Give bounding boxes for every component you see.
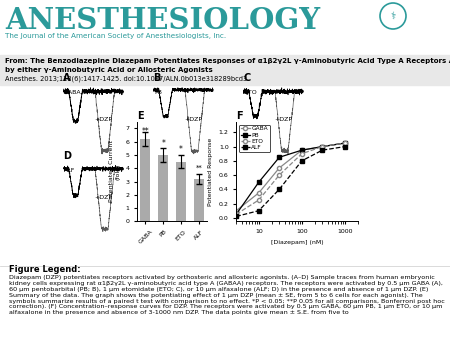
PB (320, 145, 325, 149)
GABA (277, 166, 282, 170)
Line: GABA: GABA (234, 141, 347, 213)
GABA (234, 209, 239, 213)
Bar (0, 55, 450, 85)
Text: ANESTHESIOLOGY: ANESTHESIOLOGY (5, 6, 320, 35)
Text: *: * (161, 139, 165, 148)
Text: F: F (236, 111, 243, 121)
Text: **: ** (196, 165, 202, 171)
Text: ALF: ALF (64, 168, 76, 173)
Text: From: The Benzodiazepine Diazepam Potentiates Responses of α1β2γ2L γ-Aminobutyri: From: The Benzodiazepine Diazepam Potent… (5, 58, 450, 64)
GABA (299, 148, 305, 152)
PB (342, 141, 347, 145)
Legend: GABA, PB, ETO, ALF: GABA, PB, ETO, ALF (239, 125, 270, 152)
ETO (256, 198, 261, 202)
ALF (320, 148, 325, 152)
Line: PB: PB (234, 141, 347, 216)
ALF (342, 145, 347, 149)
Text: C: C (243, 73, 250, 83)
Text: Diazepam (DZP) potentiates receptors activated by orthosteric and allosteric ago: Diazepam (DZP) potentiates receptors act… (9, 275, 445, 315)
GABA (342, 141, 347, 145)
Bar (140, 139, 150, 221)
Text: Anesthes. 2013;118(6):1417-1425. doi:10.1097/ALN.0b013e318289bcd3: Anesthes. 2013;118(6):1417-1425. doi:10.… (5, 76, 247, 82)
Text: GABA: GABA (64, 90, 81, 95)
Y-axis label: Potentiated Current
(fold): Potentiated Current (fold) (109, 141, 120, 202)
Bar (0, 0, 450, 55)
Text: +DZP: +DZP (94, 195, 112, 200)
Bar (194, 179, 204, 221)
Text: Figure Legend:: Figure Legend: (9, 265, 81, 274)
PB (277, 155, 282, 159)
ALF (234, 214, 239, 218)
ALF (256, 209, 261, 213)
ALF (299, 159, 305, 163)
Bar (158, 155, 168, 221)
PB (299, 148, 305, 152)
PB (256, 180, 261, 184)
GABA (256, 191, 261, 195)
Text: A: A (63, 73, 71, 83)
Text: B: B (153, 73, 160, 83)
Text: +DZP: +DZP (274, 117, 292, 122)
Text: D: D (63, 150, 71, 161)
Text: *: * (179, 145, 183, 154)
ETO (342, 141, 347, 145)
ETO (234, 212, 239, 216)
GABA (320, 145, 325, 149)
ALF (277, 187, 282, 191)
Line: ALF: ALF (234, 145, 347, 218)
Text: +DZP: +DZP (94, 117, 112, 122)
ETO (277, 173, 282, 177)
Line: ETO: ETO (234, 141, 347, 216)
Text: E: E (137, 111, 144, 121)
Text: PB: PB (154, 90, 162, 95)
Text: **: ** (141, 127, 149, 136)
Text: ⚕: ⚕ (391, 11, 396, 21)
Text: The Journal of the American Society of Anesthesiologists, Inc.: The Journal of the American Society of A… (5, 33, 226, 39)
PB (234, 212, 239, 216)
Text: by either γ-Aminobutyric Acid or Allosteric Agonists: by either γ-Aminobutyric Acid or Alloste… (5, 67, 213, 73)
ETO (320, 145, 325, 149)
ETO (299, 152, 305, 156)
Text: ETO: ETO (244, 90, 257, 95)
Bar (176, 162, 186, 221)
X-axis label: [Diazepam] (nM): [Diazepam] (nM) (271, 240, 323, 245)
Y-axis label: Potentiated Response: Potentiated Response (208, 138, 213, 206)
Text: +DZP: +DZP (184, 117, 202, 122)
